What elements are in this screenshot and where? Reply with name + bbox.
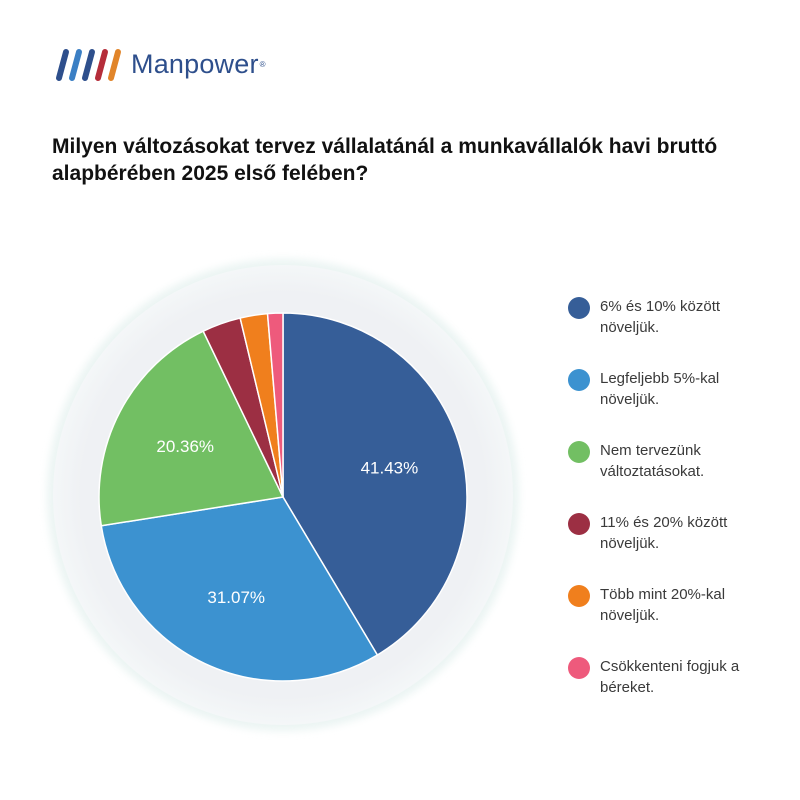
legend-label: Több mint 20%-kal növeljük. <box>600 586 726 624</box>
slice-data-label: 20.36% <box>156 437 214 456</box>
pie-slice <box>98 330 285 527</box>
registered-mark: ® <box>259 59 266 69</box>
pie-slice <box>100 496 379 682</box>
manpower-stripes-icon <box>56 49 121 81</box>
legend-item: Nem tervezünk változtatásokat. <box>568 440 788 482</box>
legend-label: Legfeljebb 5%-kal növeljük. <box>600 370 720 408</box>
pie-slice <box>282 312 468 656</box>
legend-swatch <box>568 513 590 535</box>
legend-item: Legfeljebb 5%-kal növeljük. <box>568 368 788 410</box>
legend-swatch <box>568 297 590 319</box>
pie-slices <box>98 312 468 682</box>
legend-swatch <box>568 585 590 607</box>
legend-item: Több mint 20%-kal növeljük. <box>568 584 788 626</box>
legend-swatch <box>568 441 590 463</box>
legend-label: Csökkenteni fogjuk a béreket. <box>600 658 740 696</box>
legend-item: Csökkenteni fogjuk a béreket. <box>568 656 788 698</box>
legend-label: Nem tervezünk változtatásokat. <box>600 442 705 480</box>
legend-label: 6% és 10% között növeljük. <box>600 298 721 336</box>
legend-item: 11% és 20% között növeljük. <box>568 512 788 554</box>
brand-logo: Manpower ® <box>52 44 266 84</box>
slice-data-label: 41.43% <box>361 459 419 478</box>
slice-data-label: 31.07% <box>207 588 265 607</box>
pie-slice <box>266 312 284 498</box>
legend-label: 11% és 20% között növeljük. <box>600 514 728 552</box>
chart-title: Milyen változásokat tervez vállalatánál … <box>52 135 718 185</box>
pie-slice-labels: 41.43% 31.07% 20.36% <box>156 437 418 607</box>
legend-swatch <box>568 369 590 391</box>
legend-item: 6% és 10% között növeljük. <box>568 296 788 338</box>
legend-swatch <box>568 657 590 679</box>
brand-name: Manpower <box>131 48 259 79</box>
